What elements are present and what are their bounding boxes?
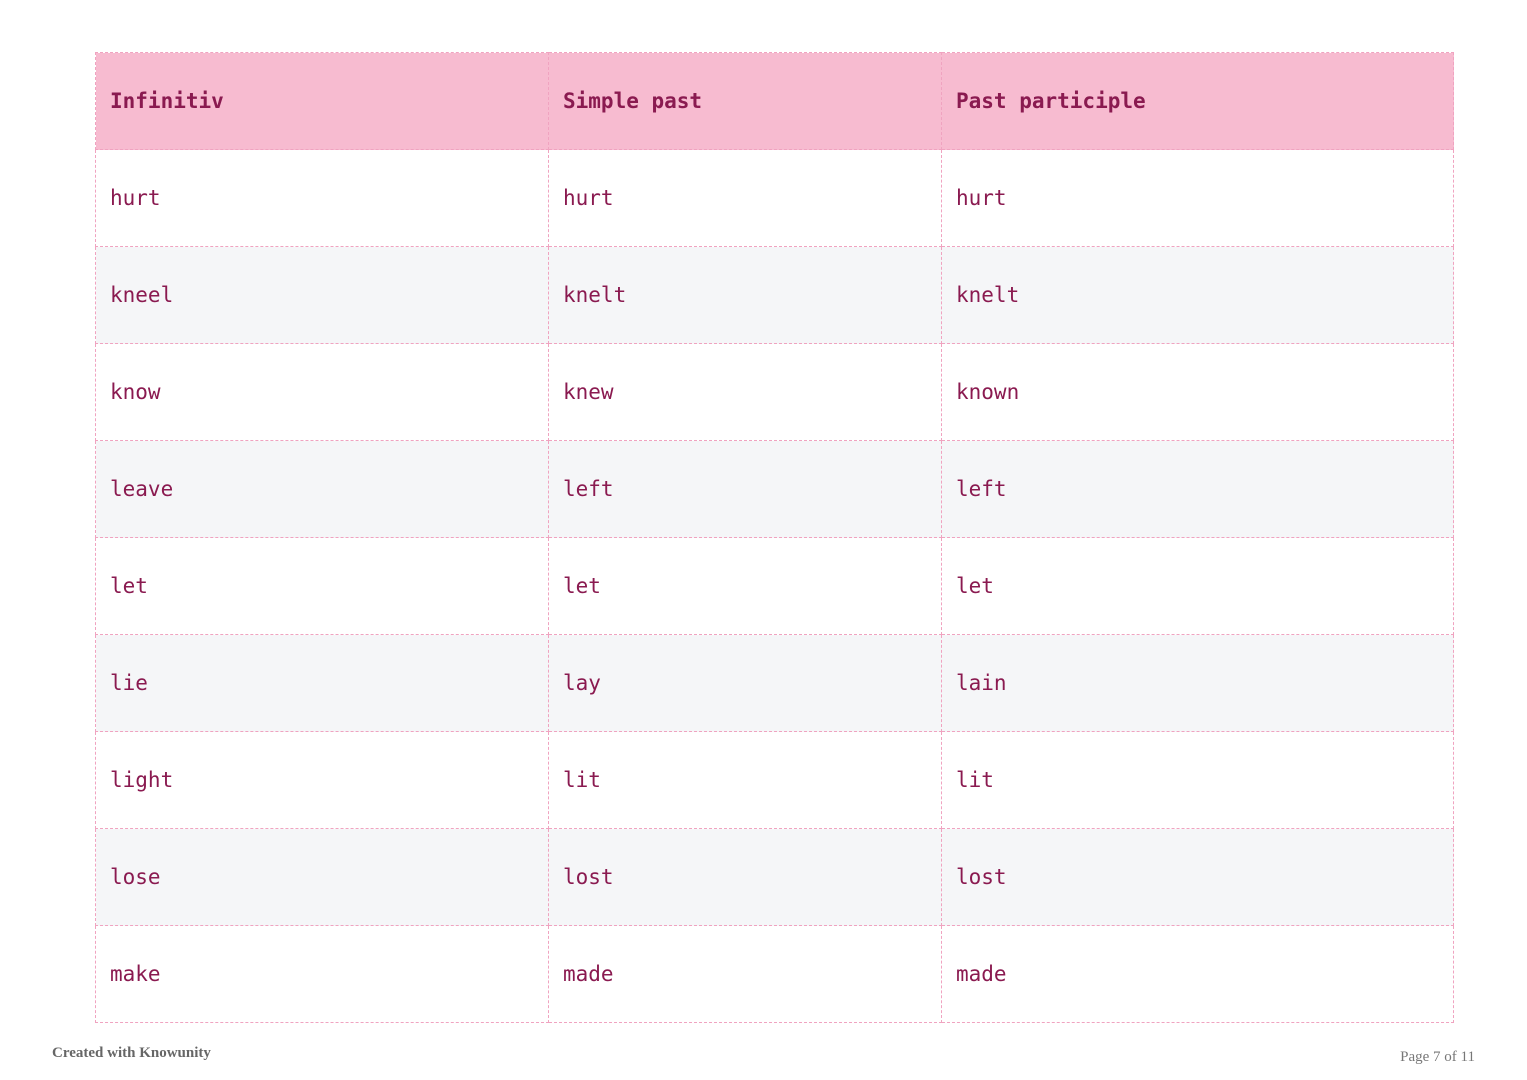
past-participle-cell: made (941, 925, 1454, 1023)
table-row: know knew known (95, 343, 1454, 441)
table-row: kneel knelt knelt (95, 246, 1454, 344)
past-participle-cell: lit (941, 731, 1454, 829)
table-row: leave left left (95, 440, 1454, 538)
table-row: lie lay lain (95, 634, 1454, 732)
simple-past-cell: knelt (548, 246, 942, 344)
table-row: lose lost lost (95, 828, 1454, 926)
header-infinitiv: Infinitiv (95, 52, 549, 150)
infinitiv-cell: light (95, 731, 549, 829)
infinitiv-cell: leave (95, 440, 549, 538)
header-past-participle: Past participle (941, 52, 1454, 150)
table-header-row: Infinitiv Simple past Past participle (95, 52, 1454, 150)
infinitiv-cell: lie (95, 634, 549, 732)
table-row: let let let (95, 537, 1454, 635)
simple-past-cell: hurt (548, 149, 942, 247)
infinitiv-cell: kneel (95, 246, 549, 344)
footer-credit: Created with Knowunity (52, 1045, 211, 1061)
past-participle-cell: known (941, 343, 1454, 441)
past-participle-cell: lain (941, 634, 1454, 732)
infinitiv-cell: know (95, 343, 549, 441)
infinitiv-cell: hurt (95, 149, 549, 247)
past-participle-cell: knelt (941, 246, 1454, 344)
simple-past-cell: lay (548, 634, 942, 732)
simple-past-cell: let (548, 537, 942, 635)
past-participle-cell: lost (941, 828, 1454, 926)
simple-past-cell: left (548, 440, 942, 538)
page-number: Page 7 of 11 (1400, 1049, 1475, 1065)
past-participle-cell: left (941, 440, 1454, 538)
table-row: light lit lit (95, 731, 1454, 829)
table-row: hurt hurt hurt (95, 149, 1454, 247)
simple-past-cell: lost (548, 828, 942, 926)
verb-table: Infinitiv Simple past Past participle hu… (95, 52, 1454, 1023)
infinitiv-cell: make (95, 925, 549, 1023)
infinitiv-cell: let (95, 537, 549, 635)
table-row: make made made (95, 925, 1454, 1023)
past-participle-cell: hurt (941, 149, 1454, 247)
simple-past-cell: lit (548, 731, 942, 829)
header-simple-past: Simple past (548, 52, 942, 150)
simple-past-cell: knew (548, 343, 942, 441)
simple-past-cell: made (548, 925, 942, 1023)
infinitiv-cell: lose (95, 828, 549, 926)
past-participle-cell: let (941, 537, 1454, 635)
